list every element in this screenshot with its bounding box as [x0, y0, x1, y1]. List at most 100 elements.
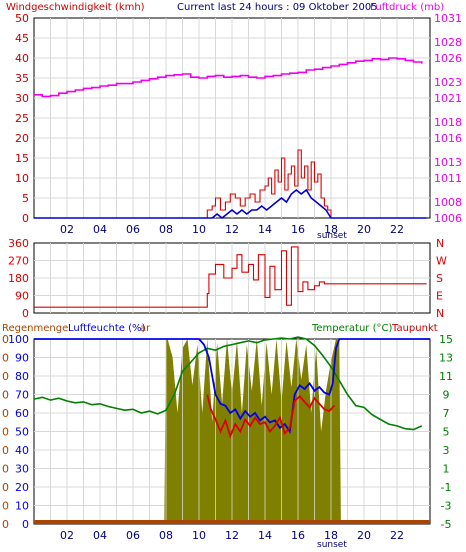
direction-tick-label: 180: [8, 272, 29, 285]
pressure-line: [34, 57, 423, 98]
x-tick-label: 08: [159, 223, 173, 236]
x-tick-label: 20: [357, 529, 371, 542]
wind-gust-line: [34, 149, 427, 219]
humidity-tick-label: 70: [15, 389, 29, 402]
x-tick-label: 16: [291, 223, 305, 236]
right-tick-label: 1021: [434, 92, 462, 105]
left-tick-label: 10: [15, 172, 29, 185]
right-tick-label: 1006: [434, 212, 462, 225]
left-tick-label: 20: [15, 132, 29, 145]
left-tick-label: 35: [15, 72, 29, 85]
x-tick-label: 10: [192, 529, 206, 542]
humidity-tick-label: 100: [8, 333, 29, 346]
rain-tick-label: 0: [2, 389, 9, 402]
chart-title: Current last 24 hours : 09 Oktober 2005: [177, 2, 378, 13]
temperature-tick-label: 1: [443, 463, 450, 476]
sunset-label: sunset: [317, 540, 347, 550]
humidity-tick-label: 60: [15, 407, 29, 420]
left-tick-label: 25: [15, 112, 29, 125]
x-tick-label: 02: [60, 223, 74, 236]
direction-line: [34, 246, 427, 308]
x-tick-label: 10: [192, 223, 206, 236]
compass-label: N: [436, 307, 444, 320]
dewpoint-axis-title: Taupunkt: [391, 323, 438, 334]
rain-tick-label: 0: [2, 518, 9, 531]
x-tick-label: 02: [60, 529, 74, 542]
direction-tick-label: 360: [8, 237, 29, 250]
left-tick-label: 15: [15, 152, 29, 165]
x-tick-label: 22: [390, 529, 404, 542]
right-tick-label: 1023: [434, 76, 462, 89]
x-tick-label: 12: [225, 529, 239, 542]
direction-tick-label: 90: [15, 290, 29, 303]
rain-tick-label: 0: [2, 444, 9, 457]
wind-axis-title: Windgeschwindigkeit (kmh): [6, 2, 145, 13]
x-tick-label: 06: [126, 223, 140, 236]
right-tick-label: 1011: [434, 172, 462, 185]
humidity-temperature-panel: 001002003004005006007008009001000-5-3-11…: [2, 333, 453, 550]
rain-axis-title: Regenmenge: [2, 323, 68, 334]
rain-tick-label: 0: [2, 500, 9, 513]
temperature-tick-label: -3: [441, 500, 452, 513]
x-tick-label: 06: [126, 529, 140, 542]
temperature-tick-label: -1: [441, 481, 452, 494]
x-tick-label: 08: [159, 529, 173, 542]
humidity-tick-label: 10: [15, 500, 29, 513]
direction-tick-label: 270: [8, 255, 29, 268]
right-tick-label: 1008: [434, 196, 462, 209]
temperature-tick-label: 9: [443, 389, 450, 402]
humidity-tick-label: 40: [15, 444, 29, 457]
right-tick-label: 1026: [434, 52, 462, 65]
x-tick-label: 18: [324, 223, 338, 236]
left-tick-label: 5: [22, 192, 29, 205]
humidity-tick-label: 90: [15, 352, 29, 365]
temperature-tick-label: 13: [439, 352, 453, 365]
rain-tick-label: 0: [2, 352, 9, 365]
right-tick-label: 1028: [434, 36, 462, 49]
compass-label: N: [436, 237, 444, 250]
x-tick-label: 16: [291, 529, 305, 542]
right-tick-label: 1016: [434, 132, 462, 145]
humidity-tick-label: 30: [15, 463, 29, 476]
compass-label: E: [436, 290, 443, 303]
temperature-tick-label: -5: [441, 518, 452, 531]
x-tick-label: 18: [324, 529, 338, 542]
temperature-tick-label: 5: [443, 426, 450, 439]
dewpoint-line: [206, 394, 335, 439]
x-tick-label: 12: [225, 223, 239, 236]
left-tick-label: 40: [15, 52, 29, 65]
pressure-axis-title: Luftdruck (mb): [370, 2, 444, 13]
temperature-tick-label: 7: [443, 407, 450, 420]
right-tick-label: 1018: [434, 116, 462, 129]
wind-pressure-panel: 0510152025303540455010061008101110131016…: [15, 12, 462, 241]
temperature-tick-label: 3: [443, 444, 450, 457]
sunset-label: sunset: [317, 231, 347, 241]
x-tick-label: 20: [357, 223, 371, 236]
overlap-glyph: ar: [140, 323, 151, 334]
left-tick-label: 0: [22, 212, 29, 225]
left-tick-label: 45: [15, 32, 29, 45]
x-tick-label: 04: [93, 223, 107, 236]
temperature-line: [33, 336, 423, 431]
rain-tick-label: 0: [2, 481, 9, 494]
humidity-line: [34, 338, 430, 434]
rain-tick-label: 0: [2, 407, 9, 420]
temperature-tick-label: 11: [439, 370, 453, 383]
x-tick-label: 22: [390, 223, 404, 236]
x-tick-label: 14: [258, 529, 272, 542]
rain-bar: [34, 520, 430, 524]
temperature-tick-label: 15: [439, 333, 453, 346]
left-tick-label: 50: [15, 12, 29, 25]
humidity-tick-label: 0: [22, 518, 29, 531]
humidity-tick-label: 20: [15, 481, 29, 494]
rain-tick-label: 0: [2, 333, 9, 346]
rain-tick-label: 0: [2, 426, 9, 439]
temperature-axis-title: Temperatur (°C): [311, 323, 392, 334]
direction-tick-label: 0: [22, 307, 29, 320]
right-tick-label: 1031: [434, 12, 462, 25]
x-tick-label: 14: [258, 223, 272, 236]
humidity-tick-label: 80: [15, 370, 29, 383]
compass-label: W: [436, 255, 447, 268]
